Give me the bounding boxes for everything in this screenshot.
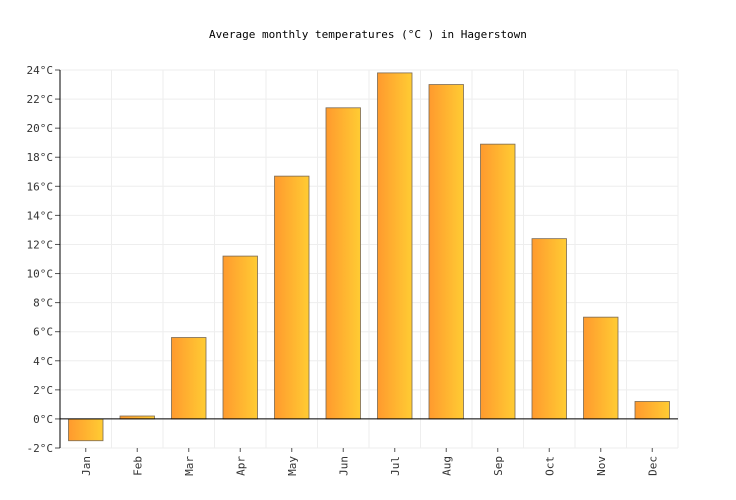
bar-jun: [325, 107, 361, 420]
y-tick-label: 4°C: [33, 355, 53, 368]
y-tick-label: 12°C: [27, 238, 54, 251]
bar-dec: [634, 401, 670, 420]
y-tick-label: 8°C: [33, 297, 53, 310]
y-tick-label: 14°C: [27, 209, 54, 222]
bar-jan: [68, 418, 104, 442]
y-tick-labels: -2°C 0°C 2°C 4°C 6°C 8°C 10°C 12°C 14°C 16°C 18°C 2…: [27, 64, 54, 455]
bar-jul: [377, 72, 413, 420]
y-tick-label: -2°C: [27, 442, 54, 455]
x-tick-labels: Jan Feb Mar Apr May Jun Jul Aug Sep Oct Nov Dec: [80, 456, 660, 476]
x-tick-label: Oct: [543, 456, 556, 476]
y-tick-label: 0°C: [33, 413, 53, 426]
bars: [68, 72, 670, 442]
bar-may: [274, 175, 310, 420]
x-tick-label: Sep: [492, 456, 505, 476]
x-tick-label: Jun: [337, 456, 350, 476]
x-tick-label: May: [286, 456, 299, 476]
y-tick-label: 20°C: [27, 122, 54, 135]
y-tick-label: 16°C: [27, 180, 54, 193]
x-tick-label: Aug: [440, 456, 453, 476]
bar-nov: [583, 316, 619, 420]
x-tick-label: Dec: [646, 456, 659, 476]
y-tick-label: 2°C: [33, 384, 53, 397]
grid-lines: [59, 69, 679, 449]
y-tick-label: 24°C: [27, 64, 54, 77]
chart-title: Average monthly temperatures (°C ) in Ha…: [209, 28, 527, 41]
x-tick-label: Apr: [234, 456, 247, 476]
bar-mar: [171, 337, 207, 420]
y-tick-label: 10°C: [27, 268, 54, 281]
y-tick-label: 18°C: [27, 151, 54, 164]
axes: [55, 69, 678, 452]
bar-sep: [480, 143, 516, 420]
x-tick-label: Jan: [80, 456, 93, 476]
bar-apr: [222, 255, 258, 420]
x-tick-label: Jul: [389, 456, 402, 476]
y-tick-label: 6°C: [33, 326, 53, 339]
x-tick-label: Mar: [183, 456, 196, 476]
x-tick-label: Feb: [131, 456, 144, 476]
y-tick-label: 22°C: [27, 93, 54, 106]
x-tick-label: Nov: [595, 456, 608, 476]
bar-oct: [531, 238, 567, 420]
bar-aug: [428, 84, 464, 420]
